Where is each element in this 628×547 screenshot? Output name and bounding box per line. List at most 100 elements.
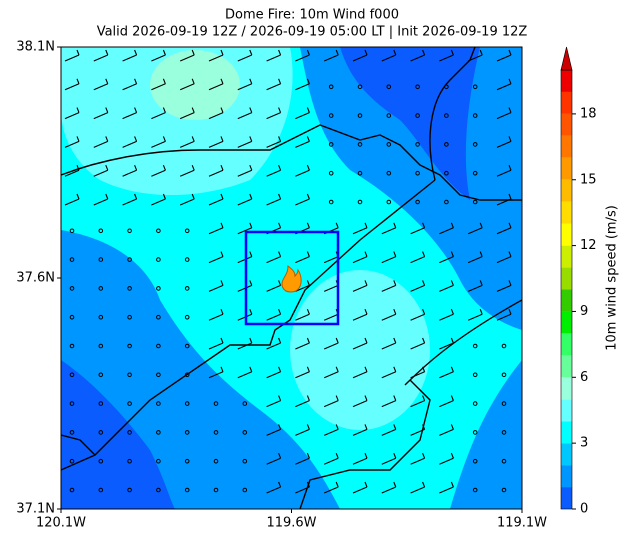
- barb-staff: [237, 371, 253, 379]
- barb-staff: [410, 313, 425, 321]
- colorbar-band: [561, 113, 572, 136]
- barb-feather: [306, 164, 310, 171]
- barb-feather: [479, 49, 483, 56]
- barb-staff: [93, 83, 109, 91]
- barb-staff: [208, 284, 224, 292]
- calm-marker: [69, 372, 75, 378]
- calm-marker: [98, 372, 104, 378]
- barb-staff: [208, 227, 224, 235]
- barb-feather: [306, 49, 310, 56]
- calm-marker: [69, 257, 75, 262]
- barb-staff: [323, 371, 339, 379]
- barb-feather: [393, 452, 397, 459]
- colorbar-band: [561, 135, 572, 158]
- barb-feather: [220, 308, 224, 315]
- barb-staff: [237, 83, 253, 91]
- barb-staff: [266, 428, 281, 436]
- calm-marker: [98, 228, 104, 234]
- barb-feather: [335, 337, 339, 344]
- barb-feather: [278, 222, 282, 229]
- calm-marker: [69, 430, 75, 435]
- calm-marker: [98, 458, 104, 464]
- barb-feather: [162, 49, 166, 56]
- colorbar-band: [561, 245, 572, 268]
- barb-feather: [450, 222, 454, 229]
- barb-staff: [295, 198, 310, 206]
- barb-feather: [105, 78, 109, 85]
- barb-feather: [249, 107, 253, 113]
- barb-feather: [306, 395, 310, 401]
- barb-feather: [278, 107, 282, 113]
- barb-feather: [278, 251, 282, 257]
- barb-feather: [162, 136, 166, 142]
- calm-marker: [213, 430, 219, 435]
- barb-staff: [266, 83, 281, 91]
- calm-marker: [472, 113, 478, 118]
- calm-marker: [98, 487, 104, 493]
- calm-marker: [156, 228, 161, 234]
- barb-staff: [295, 342, 310, 350]
- barb-staff: [381, 428, 397, 436]
- barb-feather: [220, 49, 224, 56]
- barb-feather: [191, 136, 195, 142]
- barb-feather: [422, 452, 426, 459]
- calm-marker: [98, 257, 104, 262]
- barb-staff: [266, 169, 281, 177]
- calm-marker: [127, 314, 132, 320]
- calm-marker: [184, 487, 190, 493]
- barb-feather: [220, 222, 224, 229]
- calm-marker: [156, 314, 161, 320]
- calm-marker: [328, 84, 334, 90]
- barb-staff: [266, 400, 281, 408]
- calm-marker: [472, 170, 478, 176]
- barb-staff: [439, 342, 454, 350]
- colorbar-band: [561, 223, 572, 246]
- barb-feather: [450, 251, 454, 257]
- barb-staff: [295, 313, 310, 321]
- barb-staff: [295, 54, 310, 62]
- colorbar-tick-label: 6: [580, 370, 588, 385]
- calm-marker: [444, 170, 449, 176]
- calm-marker: [213, 487, 219, 493]
- barb-staff: [266, 371, 281, 379]
- barb-staff: [266, 457, 281, 465]
- calm-marker: [242, 487, 248, 493]
- calm-marker: [472, 487, 478, 493]
- barb-staff: [323, 486, 339, 494]
- colorbar-band: [561, 157, 572, 180]
- colorbar-extension: [560, 46, 573, 71]
- calm-marker: [184, 343, 190, 349]
- barb-staff: [295, 169, 310, 177]
- barb-staff: [439, 256, 454, 264]
- calm-marker: [472, 401, 478, 406]
- calm-marker: [127, 458, 132, 464]
- field-band: [61, 360, 175, 509]
- calm-marker: [127, 228, 132, 234]
- barb-feather: [76, 193, 80, 200]
- barb-feather: [249, 366, 253, 373]
- colorbar-tick-label: 3: [580, 436, 588, 451]
- barb-staff: [266, 256, 281, 264]
- barb-staff: [237, 198, 253, 206]
- calm-marker: [156, 487, 161, 493]
- y-tick-label: 38.1N: [16, 40, 55, 55]
- calm-marker: [156, 430, 161, 435]
- barb-feather: [278, 337, 282, 344]
- county-line: [61, 124, 522, 201]
- calm-marker: [472, 142, 478, 147]
- barb-feather: [278, 481, 282, 488]
- calm-marker: [415, 199, 420, 205]
- map-field: [61, 47, 522, 509]
- calm-marker: [184, 257, 190, 262]
- barb-staff: [323, 284, 339, 292]
- barb-feather: [450, 395, 454, 401]
- calm-marker: [127, 430, 132, 435]
- calm-marker: [501, 401, 507, 406]
- barb-feather: [306, 107, 310, 113]
- barb-staff: [410, 342, 425, 350]
- barb-feather: [278, 366, 282, 373]
- colorbar-tick-label: 0: [580, 502, 588, 517]
- field-band: [290, 270, 430, 430]
- barb-feather: [508, 308, 512, 315]
